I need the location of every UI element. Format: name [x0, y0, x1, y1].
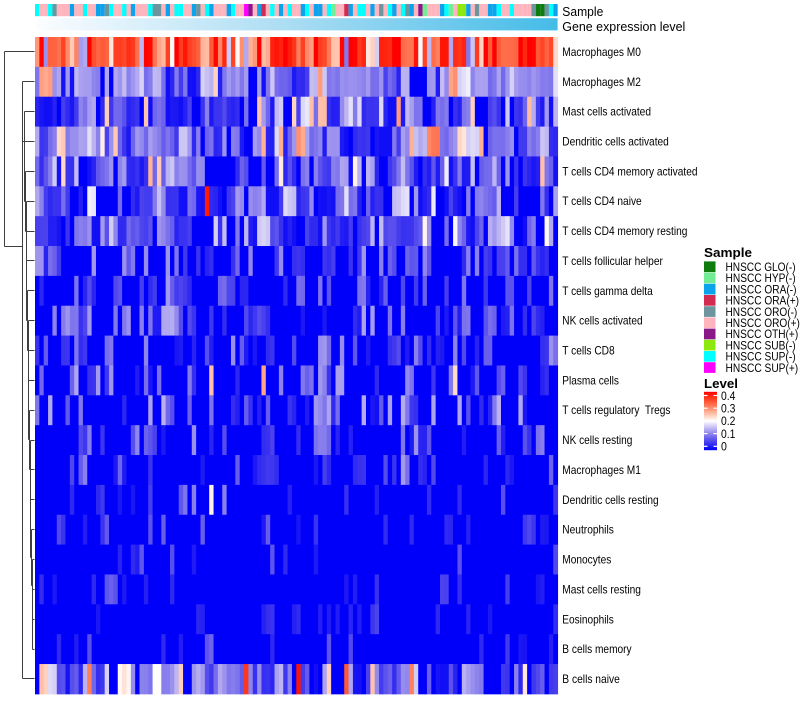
svg-text:NK cells activated: NK cells activated	[562, 314, 642, 328]
svg-text:HNSCC SUP(+): HNSCC SUP(+)	[726, 361, 799, 375]
svg-text:HNSCC ORA(+): HNSCC ORA(+)	[726, 294, 800, 308]
svg-text:HNSCC ORO(+): HNSCC ORO(+)	[726, 316, 800, 330]
svg-text:0: 0	[721, 440, 727, 454]
svg-text:Sample: Sample	[704, 245, 752, 260]
svg-text:Dendritic cells resting: Dendritic cells resting	[562, 493, 658, 507]
svg-text:HNSCC HYP(-): HNSCC HYP(-)	[726, 271, 796, 285]
svg-text:HNSCC GLO(-): HNSCC GLO(-)	[726, 260, 796, 274]
svg-text:Macrophages M1: Macrophages M1	[562, 463, 641, 477]
svg-text:B cells naive: B cells naive	[562, 672, 620, 686]
svg-text:T cells CD8: T cells CD8	[562, 344, 615, 358]
svg-text:HNSCC OTH(+): HNSCC OTH(+)	[726, 327, 799, 341]
svg-text:Mast cells resting: Mast cells resting	[562, 582, 641, 596]
svg-text:Mast cells activated: Mast cells activated	[562, 105, 651, 119]
svg-text:0.4: 0.4	[721, 389, 736, 403]
svg-text:Monocytes: Monocytes	[562, 553, 611, 567]
svg-text:Macrophages M0: Macrophages M0	[562, 45, 641, 59]
svg-text:B cells memory: B cells memory	[562, 642, 631, 656]
svg-text:Sample: Sample	[562, 4, 603, 19]
svg-text:T cells CD4 memory activated: T cells CD4 memory activated	[562, 164, 697, 178]
svg-text:NK cells resting: NK cells resting	[562, 433, 632, 447]
svg-text:Gene expression level: Gene expression level	[562, 19, 685, 34]
svg-text:0.3: 0.3	[721, 402, 736, 416]
svg-text:HNSCC SUB(-): HNSCC SUB(-)	[726, 338, 796, 352]
svg-text:HNSCC ORA(-): HNSCC ORA(-)	[726, 282, 797, 296]
svg-text:Dendritic cells activated: Dendritic cells activated	[562, 135, 669, 149]
svg-text:0.1: 0.1	[721, 427, 736, 441]
svg-text:Eosinophils: Eosinophils	[562, 612, 614, 626]
svg-text:T cells CD4 memory resting: T cells CD4 memory resting	[562, 224, 687, 238]
svg-text:Neutrophils: Neutrophils	[562, 523, 614, 537]
svg-text:T cells follicular helper: T cells follicular helper	[562, 254, 663, 268]
svg-text:T cells gamma delta: T cells gamma delta	[562, 284, 653, 298]
svg-text:T cells regulatory Tregs: T cells regulatory Tregs	[562, 403, 670, 417]
svg-text:Plasma cells: Plasma cells	[562, 373, 619, 387]
svg-text:T cells CD4 naive: T cells CD4 naive	[562, 194, 642, 208]
svg-text:HNSCC ORO(-): HNSCC ORO(-)	[726, 305, 798, 319]
svg-text:HNSCC SUP(-): HNSCC SUP(-)	[726, 350, 796, 364]
svg-text:0.2: 0.2	[721, 414, 736, 428]
svg-text:Level: Level	[704, 376, 738, 391]
svg-text:Macrophages M2: Macrophages M2	[562, 75, 641, 89]
